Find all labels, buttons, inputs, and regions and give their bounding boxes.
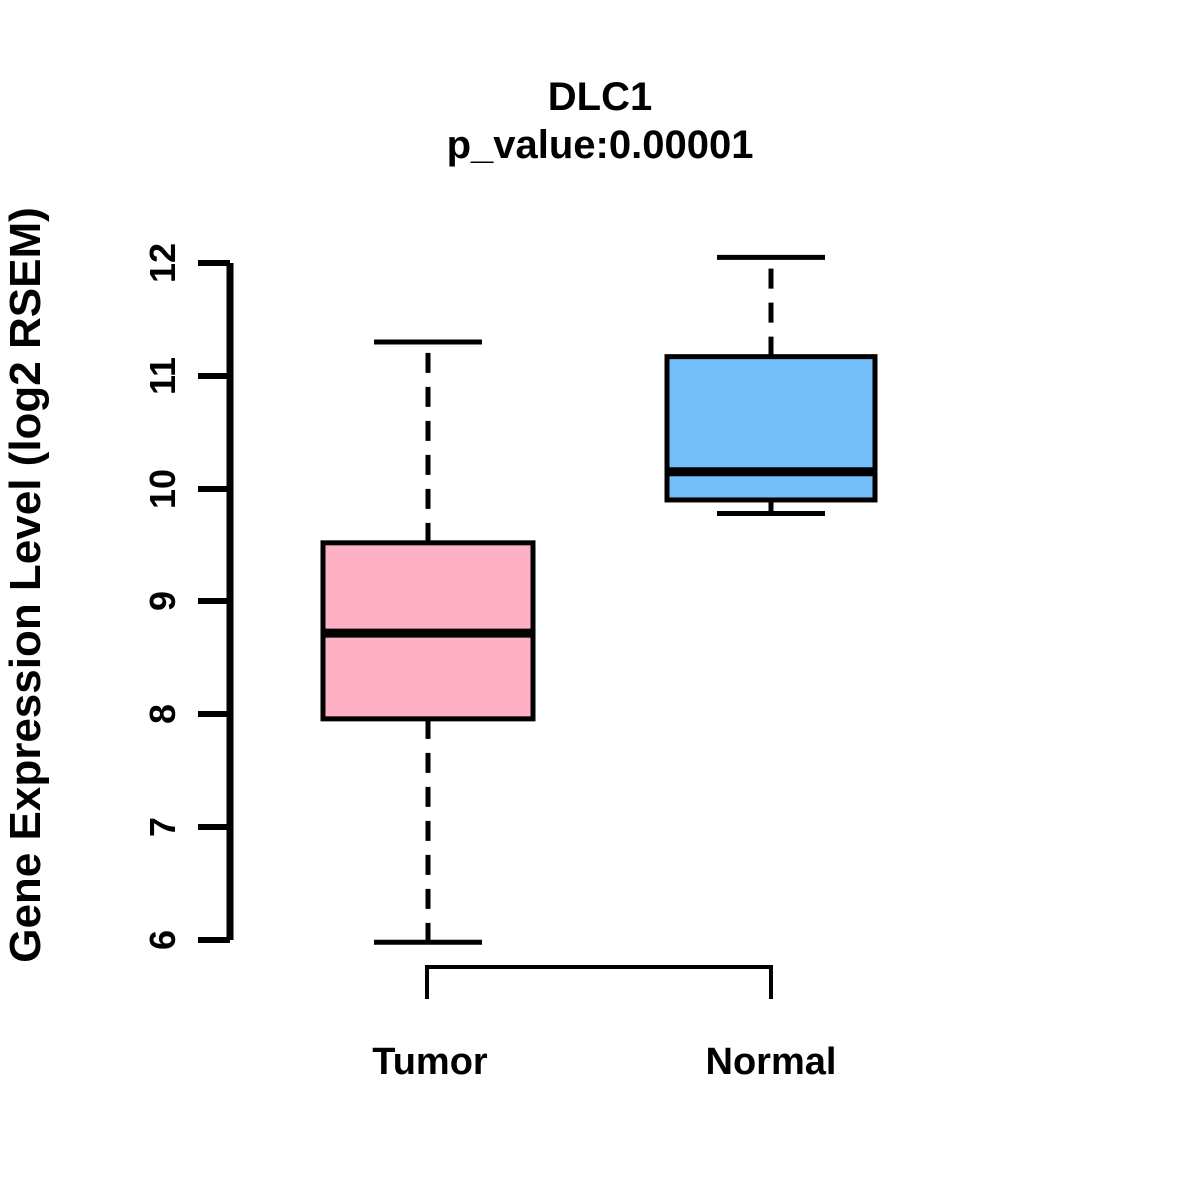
- y-tick-label-10: 10: [142, 469, 183, 509]
- chart-title: DLC1: [548, 75, 652, 119]
- y-tick-label-8-group: 8: [142, 704, 183, 724]
- chart-subtitle-pvalue: p_value:0.00001: [447, 123, 754, 167]
- y-tick-label-9-group: 9: [142, 591, 183, 611]
- box-group-normal: [664, 254, 878, 516]
- box-normal[interactable]: [664, 354, 878, 503]
- y-axis: 12 11 10 9 8 7 6: [142, 243, 234, 950]
- y-axis-title: Gene Expression Level (log2 RSEM): [1, 207, 50, 963]
- y-tick-label-7-group: 7: [142, 817, 183, 837]
- x-tick-label-normal: Normal: [706, 1041, 837, 1083]
- y-tick-label-8: 8: [142, 704, 183, 724]
- x-axis: [425, 965, 773, 999]
- y-tick-label-10-group: 10: [142, 469, 183, 509]
- y-tick-label-6-group: 6: [142, 930, 183, 950]
- boxes-layer: [320, 254, 878, 945]
- y-tick-label-7: 7: [142, 817, 183, 837]
- x-axis-bracket: [425, 965, 773, 999]
- y-tick-label-11: 11: [142, 357, 183, 395]
- y-tick-label-9: 9: [142, 591, 183, 611]
- y-tick-label-6: 6: [142, 930, 183, 950]
- y-tick-label-11-group: 11: [142, 357, 183, 395]
- y-tick-label-12: 12: [142, 243, 183, 283]
- y-axis-title-group: Gene Expression Level (log2 RSEM): [1, 207, 50, 963]
- x-tick-label-tumor: Tumor: [372, 1041, 488, 1083]
- y-tick-label-12-group: 12: [142, 243, 183, 283]
- box-group-tumor: [320, 339, 536, 945]
